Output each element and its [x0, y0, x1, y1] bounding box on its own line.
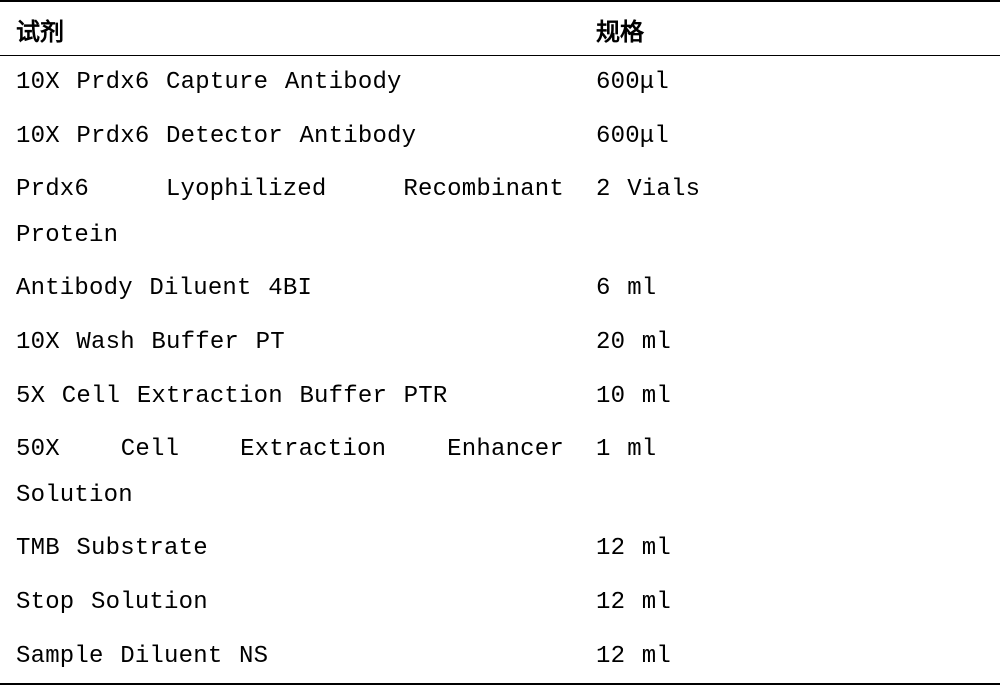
- cell-reagent: 10X Prdx6 Detector Antibody: [0, 110, 580, 164]
- table-row: Stop Solution 12 ml: [0, 576, 1000, 630]
- cell-reagent: Antibody Diluent 4BI: [0, 262, 580, 316]
- table-header-row: 试剂 规格: [0, 1, 1000, 56]
- cell-spec: 2 Vials: [580, 163, 1000, 262]
- cell-reagent: 5X Cell Extraction Buffer PTR: [0, 370, 580, 424]
- cell-spec: 20 ml: [580, 316, 1000, 370]
- table-row: 50X Cell Extraction Enhancer Solution 1 …: [0, 423, 1000, 522]
- table-row: 5X Cell Extraction Buffer PTR 10 ml: [0, 370, 1000, 424]
- cell-reagent-line2: Solution: [16, 473, 564, 519]
- cell-spec: 12 ml: [580, 576, 1000, 630]
- table-row: TMB Substrate 12 ml: [0, 522, 1000, 576]
- cell-reagent: Sample Diluent NS: [0, 630, 580, 685]
- table-row: Sample Diluent NS 12 ml: [0, 630, 1000, 685]
- cell-reagent: 10X Prdx6 Capture Antibody: [0, 56, 580, 110]
- cell-spec: 12 ml: [580, 630, 1000, 685]
- cell-reagent-line1: Prdx6 Lyophilized Recombinant: [16, 167, 564, 213]
- cell-reagent: Stop Solution: [0, 576, 580, 630]
- cell-spec: 600μl: [580, 56, 1000, 110]
- cell-reagent: TMB Substrate: [0, 522, 580, 576]
- table-row: 10X Prdx6 Capture Antibody 600μl: [0, 56, 1000, 110]
- table-row: Prdx6 Lyophilized Recombinant Protein 2 …: [0, 163, 1000, 262]
- col-header-reagent: 试剂: [0, 1, 580, 56]
- cell-reagent: 50X Cell Extraction Enhancer Solution: [0, 423, 580, 522]
- table-row: Antibody Diluent 4BI 6 ml: [0, 262, 1000, 316]
- reagent-table: 试剂 规格 10X Prdx6 Capture Antibody 600μl 1…: [0, 0, 1000, 685]
- cell-spec: 1 ml: [580, 423, 1000, 522]
- cell-reagent: 10X Wash Buffer PT: [0, 316, 580, 370]
- cell-reagent-line2: Protein: [16, 213, 564, 259]
- cell-spec: 600μl: [580, 110, 1000, 164]
- table-row: 10X Wash Buffer PT 20 ml: [0, 316, 1000, 370]
- reagent-table-container: 试剂 规格 10X Prdx6 Capture Antibody 600μl 1…: [0, 0, 1000, 625]
- cell-spec: 6 ml: [580, 262, 1000, 316]
- cell-reagent: Prdx6 Lyophilized Recombinant Protein: [0, 163, 580, 262]
- cell-spec: 10 ml: [580, 370, 1000, 424]
- col-header-spec: 规格: [580, 1, 1000, 56]
- cell-spec: 12 ml: [580, 522, 1000, 576]
- cell-reagent-line1: 50X Cell Extraction Enhancer: [16, 427, 564, 473]
- table-row: 10X Prdx6 Detector Antibody 600μl: [0, 110, 1000, 164]
